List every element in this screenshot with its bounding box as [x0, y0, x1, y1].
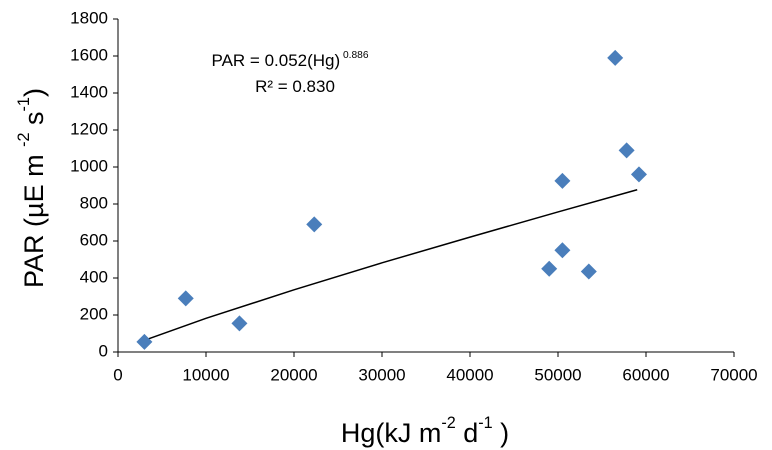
y-tick-label: 600 [80, 230, 108, 249]
trend-equation-part: PAR = 0.052(Hg) [212, 51, 341, 70]
x-tick-label: 40000 [446, 365, 493, 384]
x-axis-label: Hg(kJ m-2 d-1 ) [341, 414, 509, 448]
y-axis-label-part: s [19, 111, 49, 132]
x-tick-label: 70000 [710, 365, 757, 384]
data-point [580, 263, 597, 280]
y-axis-label-part: PAR (µE m [19, 147, 49, 288]
data-point [554, 172, 571, 189]
data-point [630, 166, 647, 183]
y-tick-label: 200 [80, 304, 108, 323]
y-tick-label: 1000 [70, 156, 108, 175]
data-point [607, 49, 624, 66]
data-point [231, 315, 248, 332]
y-tick-label: 1600 [70, 45, 108, 64]
x-tick-label: 20000 [270, 365, 317, 384]
x-tick-label: 60000 [622, 365, 669, 384]
data-point [306, 216, 323, 233]
y-axis-label-part: ) [19, 88, 49, 97]
x-tick-label: 10000 [182, 365, 229, 384]
x-axis-label-part: d [456, 418, 479, 448]
x-axis-label-part: Hg(kJ m [341, 418, 442, 448]
y-axis-label-part: -2 [15, 132, 33, 146]
x-axis-label-part: -1 [478, 414, 492, 432]
trend-equation: PAR = 0.052(Hg) 0.886 [212, 50, 369, 71]
r-squared-part: R² = 0.830 [255, 77, 335, 96]
x-tick-label: 30000 [358, 365, 405, 384]
x-tick-label: 50000 [534, 365, 581, 384]
y-tick-label: 0 [99, 341, 108, 360]
trend-line [144, 189, 638, 342]
y-tick-label: 800 [80, 193, 108, 212]
data-point [177, 290, 194, 307]
y-tick-label: 1200 [70, 119, 108, 138]
y-tick-label: 1800 [70, 8, 108, 27]
x-axis-label-part: -2 [441, 414, 455, 432]
x-axis-label-part: ) [493, 418, 510, 448]
r-squared: R² = 0.830 [255, 77, 335, 96]
data-point [618, 142, 635, 159]
data-point [554, 242, 571, 259]
data-point [541, 260, 558, 277]
data-point [136, 333, 153, 350]
x-tick-label: 0 [113, 365, 122, 384]
trend-equation-part: 0.886 [340, 50, 369, 61]
y-tick-label: 1400 [70, 82, 108, 101]
y-tick-label: 400 [80, 267, 108, 286]
y-axis-label: PAR (µE m -2 s-1) [15, 88, 49, 288]
y-axis-label-part: -1 [15, 97, 33, 111]
